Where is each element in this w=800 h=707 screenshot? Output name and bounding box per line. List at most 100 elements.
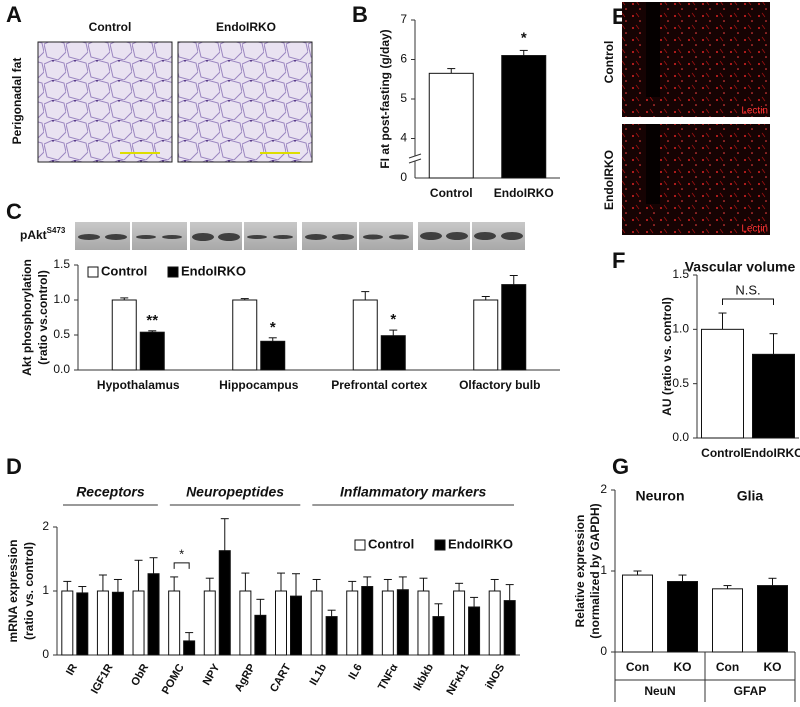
y-tick-label: 1.0 — [672, 322, 689, 336]
bar — [96, 590, 109, 656]
panel-letter: B — [352, 2, 368, 27]
bar — [701, 328, 744, 439]
y-tick-label: 0 — [42, 647, 49, 661]
y-tick-label: 0.5 — [53, 327, 70, 341]
axis-break — [408, 158, 422, 164]
legend-swatch — [354, 539, 366, 551]
x-tick-label: IL6 — [347, 662, 365, 682]
bar — [147, 573, 160, 656]
significance: ** — [146, 312, 158, 329]
bar — [712, 588, 743, 653]
panel-letter: D — [6, 454, 22, 479]
x-tick-label: NPY — [201, 661, 223, 687]
bar — [346, 590, 359, 656]
bar — [473, 299, 499, 371]
bar — [757, 585, 788, 653]
legend-swatch — [167, 266, 179, 278]
y-axis-label: (normalized by GAPDH) — [588, 503, 602, 638]
panel-letter: C — [6, 199, 22, 224]
y-tick-label: 4 — [400, 131, 407, 145]
row-label: EndoIRKO — [602, 150, 616, 210]
group-title: Glia — [737, 488, 764, 504]
x-tick-label: Control — [430, 186, 473, 200]
image-detail — [646, 2, 660, 97]
significance: * — [521, 29, 527, 46]
legend-label: Control — [368, 536, 414, 551]
comparison-label: * — [179, 546, 184, 561]
bar — [396, 589, 409, 656]
legend-label: EndoIRKO — [181, 263, 246, 278]
bar — [203, 590, 216, 656]
bar — [381, 590, 394, 656]
chart-title: Vascular volume — [685, 259, 796, 275]
bar — [61, 590, 74, 656]
bar — [260, 340, 286, 371]
legend-label: EndoIRKO — [448, 536, 513, 551]
group-title: Neuron — [636, 488, 685, 504]
comparison-bracket — [722, 298, 774, 306]
axis-break — [409, 156, 421, 161]
bar — [417, 590, 430, 656]
y-tick-label: 1.5 — [672, 267, 689, 281]
bar — [111, 299, 137, 371]
bar — [503, 600, 516, 656]
bar — [501, 284, 527, 371]
legend-swatch — [434, 539, 446, 551]
row-label: Control — [602, 41, 616, 84]
bar — [432, 616, 445, 656]
axis-break — [408, 153, 422, 159]
x-tick-label: Prefrontal cortex — [331, 378, 427, 392]
y-axis-label: (ratio vs.control) — [36, 270, 50, 365]
blot-label: pAktS473 — [20, 226, 66, 242]
x-tick-label: Hypothalamus — [97, 378, 180, 392]
significance: * — [270, 319, 276, 336]
x-tick-label: POMC — [160, 662, 187, 697]
y-tick-label: 0.5 — [672, 376, 689, 390]
panel-letter: G — [612, 454, 629, 479]
x-tick-label: IGF1R — [89, 662, 116, 696]
x-tick-label: Con — [626, 660, 649, 674]
bar — [232, 299, 258, 371]
y-tick-label: 1 — [42, 583, 49, 597]
stain-label: Lectin — [741, 224, 768, 235]
x-tick-label: iNOS — [483, 662, 507, 691]
y-axis-label: Relative expression — [573, 515, 587, 628]
significance: * — [390, 311, 396, 328]
x-tick-label: NFκb1 — [444, 662, 471, 697]
bar — [428, 72, 474, 179]
legend-swatch — [87, 266, 99, 278]
bar — [254, 614, 267, 656]
group-label: NeuN — [644, 684, 675, 698]
stain-label: Lectin — [741, 106, 768, 117]
bar — [468, 606, 481, 656]
x-tick-label: TNFα — [376, 662, 401, 693]
y-axis-label: mRNA expression — [6, 540, 20, 643]
y-tick-label: 2 — [42, 519, 49, 533]
y-axis-label: FI at post-fasting (g/day) — [378, 29, 392, 168]
y-tick-label: 0.0 — [53, 362, 70, 376]
fluorescence-image — [622, 124, 770, 235]
row-label: Perigonadal fat — [10, 58, 24, 145]
bar — [380, 335, 406, 371]
y-tick-label: 0 — [600, 644, 607, 658]
x-tick-label: Ikbkb — [411, 662, 436, 693]
bar — [352, 299, 378, 371]
bar — [111, 591, 124, 656]
y-tick-label: 5 — [400, 91, 407, 105]
x-tick-label: KO — [674, 660, 692, 674]
comparison-label: N.S. — [735, 282, 760, 297]
x-tick-label: EndoIRKO — [744, 446, 800, 460]
column-label: Control — [89, 20, 132, 34]
y-tick-label: 7 — [400, 12, 407, 26]
histology-image — [37, 41, 173, 163]
panel-letter: A — [6, 2, 22, 27]
histology-image — [177, 41, 313, 163]
y-tick-label: 2 — [600, 482, 607, 496]
bar — [488, 590, 501, 656]
panel-letter: F — [612, 248, 625, 273]
y-axis-label: Akt phosphorylation — [20, 259, 34, 376]
bar — [622, 574, 653, 653]
bar — [667, 581, 698, 653]
bar — [453, 590, 466, 656]
